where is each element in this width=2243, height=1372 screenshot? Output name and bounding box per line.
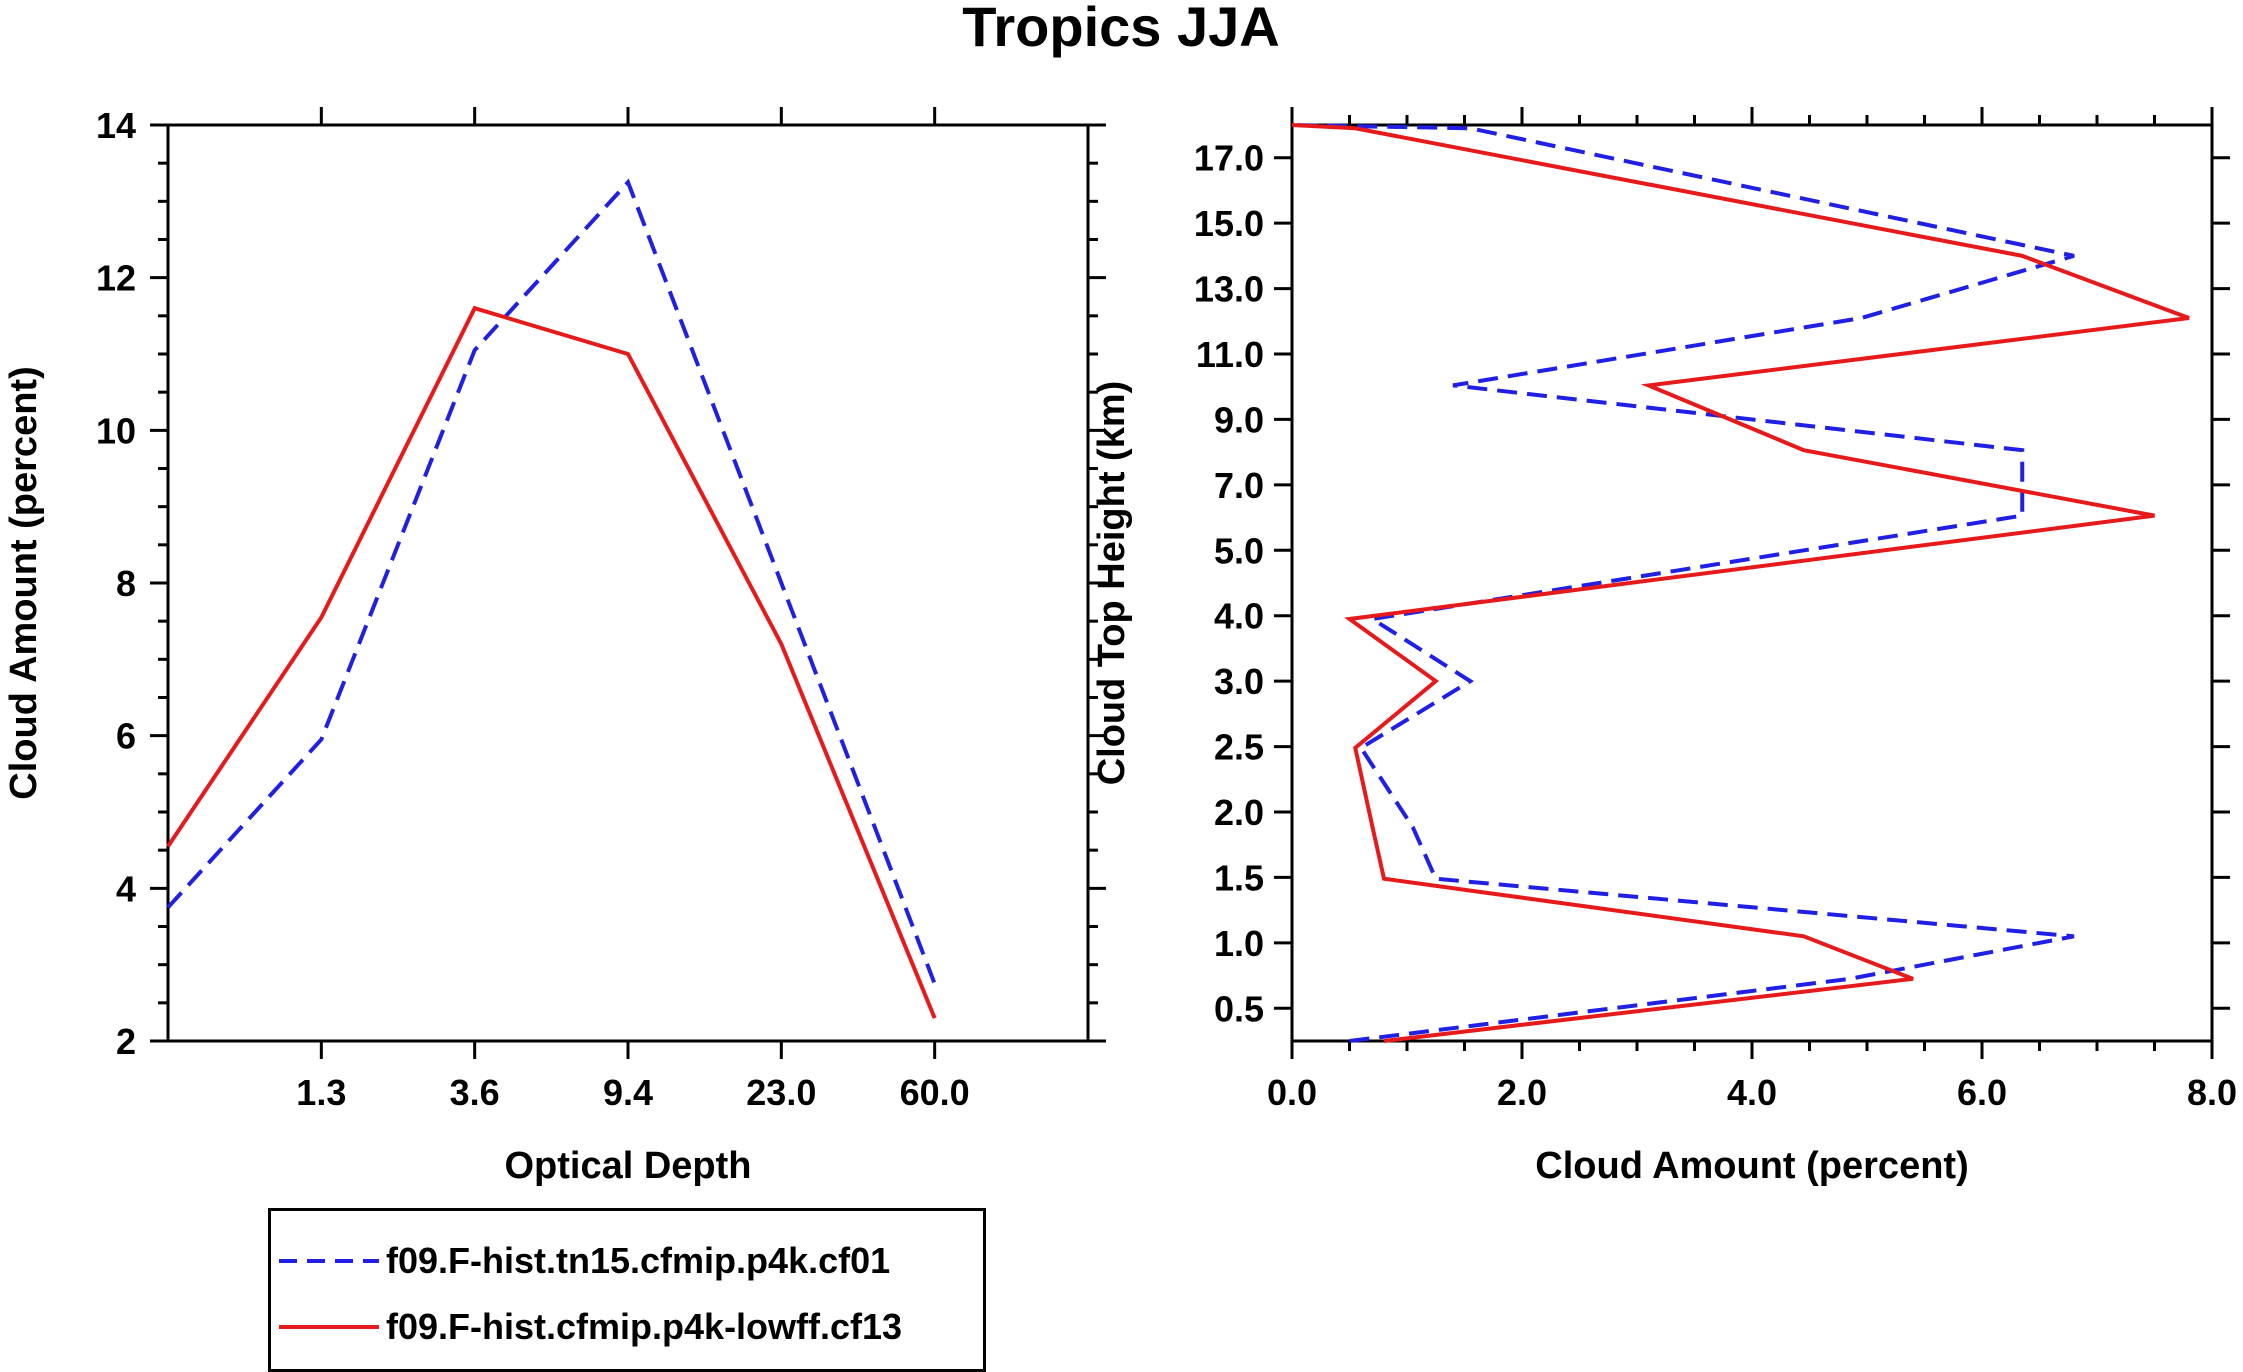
y-tick-label: 9.0 xyxy=(1214,399,1264,440)
y-tick-label: 13.0 xyxy=(1194,269,1264,310)
series-dashed-line xyxy=(166,178,937,985)
x-tick-label: 9.4 xyxy=(603,1072,653,1113)
legend-item-series2: f09.F-hist.cfmip.p4k-lowff.cf13 xyxy=(271,1307,983,1347)
legend-label: f09.F-hist.cfmip.p4k-lowff.cf13 xyxy=(386,1306,903,1347)
solid-line-icon xyxy=(279,1325,379,1329)
plot-frame xyxy=(166,123,1090,1043)
y-tick-label: 6 xyxy=(116,716,136,757)
y-tick-label: 10 xyxy=(96,410,136,451)
x-tick-label: 23.0 xyxy=(746,1072,816,1113)
x-tick-label: 8.0 xyxy=(2187,1072,2237,1113)
y-tick-label: 14 xyxy=(96,105,136,146)
x-axis-label: Optical Depth xyxy=(504,1145,751,1187)
y-tick-label: 4 xyxy=(116,868,136,909)
legend-item-series1: f09.F-hist.tn15.cfmip.p4k.cf01 xyxy=(271,1241,983,1281)
x-tick-label: 0.0 xyxy=(1267,1072,1317,1113)
y-axis-label: Cloud Top Height (km) xyxy=(1091,381,1133,786)
y-tick-label: 3.0 xyxy=(1214,661,1264,702)
y-tick-label: 2.0 xyxy=(1214,792,1264,833)
y-tick-label: 17.0 xyxy=(1194,138,1264,179)
x-tick-label: 60.0 xyxy=(900,1072,970,1113)
y-tick-label: 15.0 xyxy=(1194,203,1264,244)
y-tick-label: 12 xyxy=(96,258,136,299)
legend: f09.F-hist.tn15.cfmip.p4k.cf01 f09.F-his… xyxy=(268,1208,986,1372)
y-tick-label: 7.0 xyxy=(1214,465,1264,506)
series-solid-line xyxy=(166,305,937,1019)
x-tick-label: 6.0 xyxy=(1957,1072,2007,1113)
y-tick-label: 4.0 xyxy=(1214,596,1264,637)
x-tick-label: 2.0 xyxy=(1497,1072,1547,1113)
y-tick-label: 8 xyxy=(116,563,136,604)
y-tick-label: 2 xyxy=(116,1021,136,1062)
x-axis-label: Cloud Amount (percent) xyxy=(1535,1145,1968,1187)
y-tick-label: 1.5 xyxy=(1214,857,1264,898)
plot-frame xyxy=(1290,123,2214,1043)
x-tick-label: 3.6 xyxy=(450,1072,500,1113)
dashed-line-icon xyxy=(279,1259,379,1263)
y-tick-label: 0.5 xyxy=(1214,988,1264,1029)
legend-label: f09.F-hist.tn15.cfmip.p4k.cf01 xyxy=(386,1240,891,1281)
series-solid-line xyxy=(1291,123,2190,1043)
y-axis-label: Cloud Amount (percent) xyxy=(3,366,45,799)
left-chart: 2 4 6 8 10 12 14 1.3 3.6 9.4 23.0 60.0 Optical Depth… xyxy=(3,105,1106,1187)
x-tick-label: 4.0 xyxy=(1727,1072,1777,1113)
chart-title: Tropics JJA xyxy=(962,0,1279,58)
y-tick-label: 1.0 xyxy=(1214,923,1264,964)
right-chart: 0.0 2.0 4.0 6.0 8.0 0.5 1.0 1.5 2.0 2.5 3.0 4.0 5.0 7… xyxy=(1091,107,2237,1187)
x-tick-label: 1.3 xyxy=(296,1072,346,1113)
y-tick-label: 11.0 xyxy=(1196,334,1264,375)
y-tick-label: 2.5 xyxy=(1214,727,1264,768)
y-tick-label: 5.0 xyxy=(1214,530,1264,571)
series-dashed-line xyxy=(1291,123,2075,1043)
